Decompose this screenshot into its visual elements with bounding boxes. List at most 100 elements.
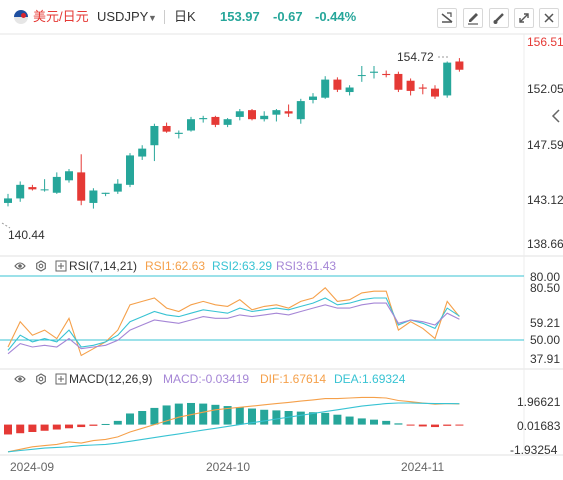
price-change-pct: -0.44% bbox=[315, 9, 357, 24]
candle-body[interactable] bbox=[418, 87, 427, 89]
candle-body[interactable] bbox=[370, 71, 378, 73]
rsi3-value: RSI3:61.43 bbox=[276, 259, 337, 273]
macd-bar bbox=[211, 404, 220, 425]
candle-body[interactable] bbox=[333, 79, 342, 90]
candle-body[interactable] bbox=[260, 115, 269, 120]
rsi-line-2 bbox=[7, 297, 460, 351]
rsi1-value: RSI1:62.63 bbox=[145, 259, 206, 273]
macd-bar bbox=[16, 424, 25, 434]
candle-body[interactable] bbox=[211, 116, 220, 125]
candle-body[interactable] bbox=[431, 88, 439, 97]
close-icon bbox=[544, 13, 554, 23]
candle-body[interactable] bbox=[394, 73, 403, 90]
rsi-tick: 80.50 bbox=[530, 281, 561, 295]
macd-bar bbox=[199, 403, 208, 425]
expand-plus-icon[interactable] bbox=[55, 260, 67, 272]
dif-line bbox=[7, 396, 460, 453]
macd-bar bbox=[223, 406, 232, 425]
macd-tick: 0.01683 bbox=[517, 419, 561, 433]
close-button[interactable] bbox=[539, 8, 559, 28]
candle-body[interactable] bbox=[65, 171, 73, 181]
brush-button[interactable] bbox=[489, 8, 509, 28]
candle-body[interactable] bbox=[199, 118, 208, 120]
macd-bar bbox=[333, 414, 342, 425]
candle-body[interactable] bbox=[138, 148, 147, 157]
macd-tick: -1.93254 bbox=[510, 443, 558, 457]
macd-bar bbox=[187, 402, 195, 425]
candle-body[interactable] bbox=[126, 155, 134, 185]
brush-icon bbox=[493, 13, 504, 24]
candle-body[interactable] bbox=[16, 184, 25, 199]
rsi-line-3 bbox=[7, 302, 460, 355]
expand-plus-icon[interactable] bbox=[55, 373, 67, 385]
rsi-tick: 80.00 bbox=[530, 270, 561, 284]
macd-bar bbox=[260, 409, 269, 425]
candle-body[interactable] bbox=[174, 132, 183, 134]
macd-bar bbox=[101, 423, 110, 425]
macd-bar bbox=[235, 407, 244, 425]
candle-body[interactable] bbox=[223, 119, 232, 125]
macd-bar bbox=[248, 408, 256, 425]
macd-bar bbox=[321, 412, 330, 425]
candle-body[interactable] bbox=[77, 172, 86, 201]
usdjpy-flag-icon bbox=[14, 10, 28, 24]
symbol-dropdown-icon[interactable]: ▼ bbox=[148, 13, 157, 23]
date-tick: 2024-10 bbox=[206, 460, 251, 474]
pencil-icon bbox=[468, 13, 478, 25]
candle-body[interactable] bbox=[321, 79, 330, 98]
rsi-tick: 50.00 bbox=[530, 333, 561, 347]
fullscreen-button[interactable] bbox=[514, 8, 534, 28]
rsi-pane-header: RSI(7,14,21) RSI1:62.63 RSI2:63.29 RSI3:… bbox=[0, 257, 524, 275]
candle-body[interactable] bbox=[4, 198, 12, 203]
chart-header: 美元/日元 USDJPY ▼ 日K 153.97 -0.67 -0.44% bbox=[0, 0, 563, 34]
candle-body[interactable] bbox=[284, 111, 293, 114]
candle-body[interactable] bbox=[52, 176, 61, 193]
candle-body[interactable] bbox=[89, 190, 98, 203]
candle-body[interactable] bbox=[40, 189, 49, 191]
candle-body[interactable] bbox=[248, 110, 256, 120]
ruler-pen-icon bbox=[441, 12, 453, 23]
macd-bar bbox=[370, 419, 378, 425]
eye-icon[interactable] bbox=[14, 260, 26, 272]
rsi-title: RSI(7,14,21) bbox=[69, 259, 138, 273]
settings-gear-icon[interactable] bbox=[35, 373, 47, 385]
candle-body[interactable] bbox=[443, 62, 452, 96]
candle-body[interactable] bbox=[235, 111, 244, 117]
edit-button[interactable] bbox=[463, 8, 483, 28]
dea-value: DEA:1.69324 bbox=[334, 372, 406, 386]
rsi2-value: RSI2:63.29 bbox=[212, 259, 273, 273]
collapse-panel-icon[interactable] bbox=[551, 108, 561, 124]
macd-bar bbox=[126, 413, 134, 425]
candle-body[interactable] bbox=[101, 192, 110, 194]
candle-body[interactable] bbox=[357, 75, 366, 77]
candle-body[interactable] bbox=[272, 110, 281, 115]
macd-bar bbox=[431, 424, 439, 428]
macd-bar bbox=[345, 416, 354, 425]
pair-symbol[interactable]: USDJPY bbox=[97, 9, 149, 24]
candle-body[interactable] bbox=[28, 187, 37, 190]
candle-body[interactable] bbox=[406, 80, 415, 91]
macd-bar bbox=[394, 423, 403, 425]
pair-name-cn[interactable]: 美元/日元 bbox=[33, 9, 89, 24]
macd-title: MACD(12,26,9) bbox=[69, 372, 153, 386]
candle-body[interactable] bbox=[455, 61, 464, 70]
candle-body[interactable] bbox=[345, 87, 354, 93]
rsi-tick: 37.91 bbox=[530, 352, 561, 366]
macd-bar bbox=[89, 424, 98, 426]
macd-bar bbox=[272, 410, 281, 425]
macd-bar bbox=[443, 424, 452, 426]
macd-bar bbox=[174, 403, 183, 425]
candle-body[interactable] bbox=[150, 125, 159, 146]
settings-gear-icon[interactable] bbox=[35, 260, 47, 272]
candle-body[interactable] bbox=[382, 73, 391, 76]
candle-body[interactable] bbox=[162, 125, 171, 132]
candle-body[interactable] bbox=[113, 183, 122, 192]
rsi-tick: 59.21 bbox=[530, 316, 561, 330]
eye-icon[interactable] bbox=[14, 373, 26, 385]
period-selector[interactable]: 日K bbox=[174, 9, 196, 24]
candle-body[interactable] bbox=[187, 119, 195, 131]
candle-body[interactable] bbox=[296, 101, 305, 120]
draw-tool-button[interactable] bbox=[437, 8, 457, 28]
candle-body[interactable] bbox=[309, 96, 317, 100]
